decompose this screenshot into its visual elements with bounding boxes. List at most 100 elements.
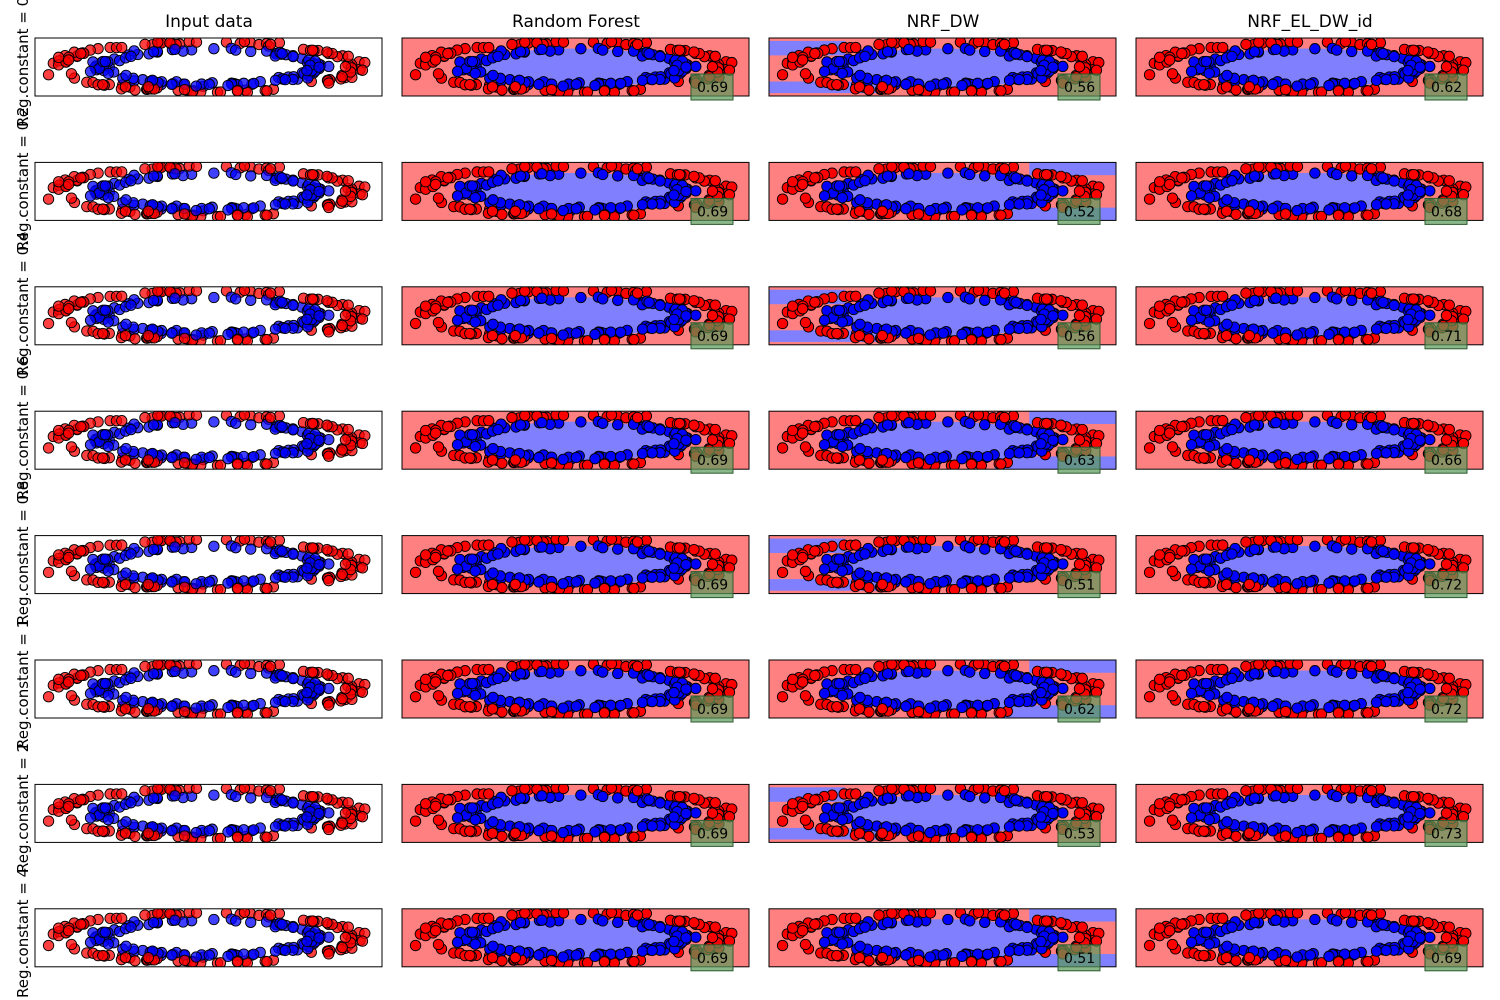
point-class1 — [1013, 571, 1025, 583]
point-class0 — [706, 309, 719, 322]
point-class0 — [912, 457, 925, 469]
point-class1 — [1388, 424, 1400, 436]
point-class0 — [786, 51, 799, 63]
point-class0 — [545, 83, 558, 96]
subplot-content — [42, 38, 371, 96]
score-label: 0.68 — [1431, 204, 1462, 220]
point-class0 — [129, 333, 141, 345]
point-class1 — [222, 79, 234, 92]
axes-frame — [768, 535, 1117, 595]
point-class0 — [598, 707, 611, 718]
point-class1 — [1331, 44, 1343, 56]
point-class0 — [62, 178, 75, 191]
point-class0 — [706, 185, 719, 197]
score-label: 0.56 — [1064, 329, 1095, 345]
point-class0 — [519, 162, 531, 173]
point-class1 — [1349, 326, 1361, 338]
point-class0 — [673, 417, 686, 430]
point-class1 — [1304, 203, 1316, 215]
point-class0 — [557, 38, 570, 48]
point-class1 — [836, 316, 848, 328]
point-class0 — [486, 703, 499, 715]
point-class0 — [886, 411, 898, 422]
point-class1 — [1013, 447, 1025, 459]
point-class0 — [336, 71, 348, 83]
point-class0 — [139, 287, 151, 299]
point-class0 — [496, 333, 508, 345]
point-class1 — [924, 329, 936, 341]
point-class0 — [486, 205, 499, 217]
point-class1 — [903, 541, 915, 553]
point-class0 — [429, 427, 442, 439]
point-class1 — [690, 433, 702, 446]
point-class0 — [509, 578, 521, 591]
point-class0 — [1332, 85, 1345, 96]
point-class1 — [301, 64, 313, 77]
point-class1 — [836, 67, 848, 80]
point-class1 — [589, 701, 601, 714]
point-class1 — [1003, 323, 1016, 335]
point-class0 — [1339, 286, 1352, 297]
point-class1 — [1388, 50, 1400, 63]
point-class0 — [139, 38, 151, 51]
point-class1 — [279, 695, 291, 708]
point-class1 — [1226, 548, 1238, 560]
point-class1 — [1267, 203, 1279, 215]
point-class1 — [1226, 175, 1238, 187]
subplot-r2-c2: 0.56 — [768, 286, 1117, 350]
point-class1 — [589, 328, 601, 340]
point-class0 — [1220, 329, 1233, 342]
point-class0 — [998, 411, 1011, 424]
point-class0 — [306, 44, 319, 56]
point-class0 — [545, 457, 558, 469]
subplot-content — [42, 411, 371, 470]
point-class0 — [912, 208, 925, 220]
point-class1 — [323, 185, 335, 197]
point-class1 — [612, 170, 624, 182]
point-class1 — [836, 440, 848, 453]
point-class1 — [276, 172, 288, 184]
point-class0 — [75, 47, 87, 60]
point-class0 — [75, 296, 87, 308]
point-class0 — [1279, 208, 1292, 220]
point-class0 — [924, 286, 937, 297]
point-class1 — [269, 696, 282, 709]
point-class0 — [42, 691, 55, 703]
point-class0 — [995, 458, 1007, 470]
point-class1 — [248, 575, 260, 587]
point-class0 — [214, 708, 227, 718]
subplot-r5-c1: 0.69 — [401, 659, 750, 723]
point-class0 — [409, 69, 422, 81]
point-class0 — [119, 454, 132, 466]
point-class0 — [948, 335, 961, 345]
point-class0 — [178, 457, 191, 469]
point-class0 — [483, 41, 495, 54]
point-class1 — [1035, 189, 1047, 201]
subplot-r3-c3: 0.66 — [1135, 410, 1484, 474]
point-class1 — [208, 167, 220, 179]
point-class1 — [1185, 190, 1198, 202]
point-class0 — [1291, 38, 1304, 48]
point-class0 — [1073, 434, 1086, 446]
point-class0 — [323, 201, 335, 214]
point-class0 — [339, 558, 352, 570]
point-class1 — [492, 299, 504, 311]
point-class1 — [680, 185, 692, 198]
point-class0 — [429, 676, 442, 688]
point-class1 — [1402, 562, 1414, 574]
point-class0 — [1440, 185, 1453, 197]
score-label: 0.71 — [1431, 329, 1462, 345]
point-class1 — [166, 700, 178, 713]
point-class1 — [301, 686, 313, 699]
subplot-content — [42, 535, 371, 594]
point-class1 — [203, 203, 215, 215]
point-class0 — [1253, 162, 1265, 173]
point-class0 — [261, 85, 273, 96]
point-class0 — [924, 535, 937, 546]
point-class1 — [102, 440, 114, 453]
point-class0 — [1422, 46, 1434, 58]
point-class1 — [1346, 170, 1358, 182]
point-class1 — [942, 43, 954, 55]
point-class1 — [1402, 438, 1414, 450]
subplot-content — [769, 286, 1116, 345]
